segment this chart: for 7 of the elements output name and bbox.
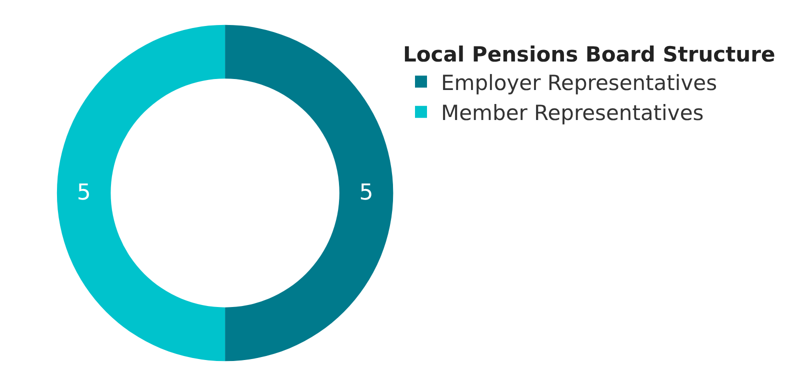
donut-slice <box>57 24 226 362</box>
legend-label: Member Representatives <box>441 101 704 126</box>
data-label: 5 <box>359 180 374 206</box>
legend-label: Employer Representatives <box>441 70 718 95</box>
donut-slice <box>225 24 393 362</box>
legend-title: Local Pensions Board Structure <box>403 42 776 66</box>
data-label: 5 <box>76 180 91 206</box>
